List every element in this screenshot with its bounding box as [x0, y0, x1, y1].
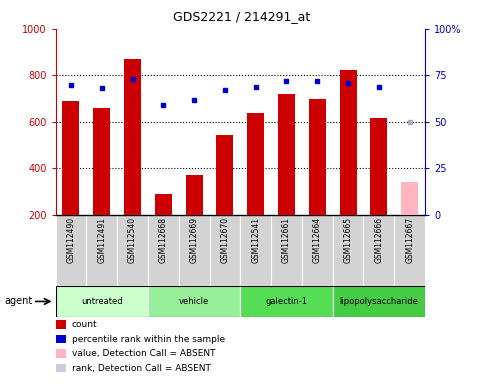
Bar: [370, 118, 387, 215]
Bar: [240, 286, 333, 317]
Text: GSM112667: GSM112667: [405, 217, 414, 263]
Text: GSM112669: GSM112669: [190, 217, 199, 263]
Bar: [185, 175, 202, 215]
Text: agent: agent: [5, 296, 33, 306]
Bar: [210, 215, 240, 286]
Bar: [93, 108, 110, 215]
Text: value, Detection Call = ABSENT: value, Detection Call = ABSENT: [72, 349, 215, 358]
Bar: [309, 99, 326, 215]
Bar: [364, 215, 394, 286]
Bar: [394, 215, 425, 286]
Text: GSM112670: GSM112670: [220, 217, 229, 263]
Text: GSM112664: GSM112664: [313, 217, 322, 263]
Text: GSM112491: GSM112491: [97, 217, 106, 263]
Bar: [117, 215, 148, 286]
Text: GSM112668: GSM112668: [159, 217, 168, 263]
Text: GSM112490: GSM112490: [67, 217, 75, 263]
Bar: [333, 215, 364, 286]
Text: count: count: [72, 320, 98, 329]
Bar: [302, 215, 333, 286]
Text: vehicle: vehicle: [179, 297, 209, 306]
Bar: [179, 215, 210, 286]
Bar: [56, 286, 148, 317]
Bar: [333, 286, 425, 317]
Bar: [278, 94, 295, 215]
Text: GDS2221 / 214291_at: GDS2221 / 214291_at: [173, 10, 310, 23]
Bar: [216, 135, 233, 215]
Text: galectin-1: galectin-1: [266, 297, 308, 306]
Text: GSM112541: GSM112541: [251, 217, 260, 263]
Text: lipopolysaccharide: lipopolysaccharide: [340, 297, 418, 306]
Text: GSM112540: GSM112540: [128, 217, 137, 263]
Text: GSM112665: GSM112665: [343, 217, 353, 263]
Bar: [148, 215, 179, 286]
Bar: [148, 286, 241, 317]
Text: GSM112661: GSM112661: [282, 217, 291, 263]
Bar: [86, 215, 117, 286]
Bar: [401, 182, 418, 215]
Bar: [340, 70, 356, 215]
Text: percentile rank within the sample: percentile rank within the sample: [72, 334, 225, 344]
Bar: [247, 113, 264, 215]
Text: GSM112666: GSM112666: [374, 217, 384, 263]
Text: untreated: untreated: [81, 297, 123, 306]
Bar: [271, 215, 302, 286]
Text: rank, Detection Call = ABSENT: rank, Detection Call = ABSENT: [72, 364, 211, 373]
Bar: [240, 215, 271, 286]
Bar: [124, 59, 141, 215]
Bar: [56, 215, 86, 286]
Bar: [155, 194, 172, 215]
Bar: [62, 101, 79, 215]
